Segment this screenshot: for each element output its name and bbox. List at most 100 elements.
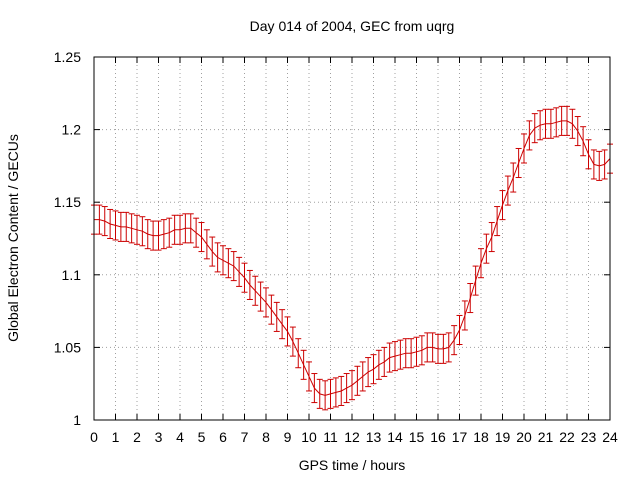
error-bar — [150, 220, 157, 251]
x-tick-label: 8 — [262, 429, 270, 445]
error-bar — [128, 213, 135, 244]
x-tick-label: 13 — [366, 429, 382, 445]
error-bar — [386, 342, 393, 373]
plot-area — [91, 105, 613, 411]
y-tick-label: 1.1 — [62, 267, 82, 283]
error-bar — [155, 220, 162, 251]
x-tick-label: 10 — [301, 429, 317, 445]
error-bar — [526, 120, 533, 151]
error-bar — [445, 332, 452, 363]
error-bar — [343, 373, 350, 404]
error-bar — [112, 210, 119, 241]
error-bar — [381, 346, 388, 377]
error-bar — [440, 333, 447, 364]
error-bar — [123, 211, 130, 242]
error-bar — [392, 341, 398, 372]
error-bar — [451, 325, 458, 356]
error-bar — [198, 222, 205, 253]
grid — [94, 57, 610, 420]
error-bar — [521, 133, 527, 164]
x-tick-label: 22 — [559, 429, 575, 445]
error-bar — [203, 229, 210, 260]
y-axis-label: Global Electron Content / GECUs — [5, 134, 21, 342]
error-bar — [418, 335, 425, 366]
error-bar — [327, 378, 334, 409]
error-bar — [144, 219, 151, 250]
x-tick-label: 4 — [176, 429, 184, 445]
error-bar — [311, 373, 318, 404]
y-tick-label: 1.05 — [54, 339, 81, 355]
error-bar — [187, 213, 194, 244]
error-bar — [558, 105, 565, 136]
error-bar — [408, 338, 415, 369]
error-bar — [585, 139, 592, 170]
error-bar — [354, 365, 361, 396]
error-bar — [456, 314, 463, 345]
error-bar — [134, 214, 140, 245]
error-bar — [515, 147, 522, 179]
error-bar — [537, 110, 544, 141]
y-tick-label: 1.2 — [62, 122, 82, 138]
x-tick-label: 18 — [473, 429, 489, 445]
error-bar — [601, 149, 608, 180]
error-bar — [332, 377, 339, 408]
y-tick-label: 1.15 — [54, 194, 81, 210]
x-tick-label: 5 — [198, 429, 206, 445]
error-bar — [160, 219, 167, 250]
error-bar — [370, 354, 377, 385]
x-tick-label: 20 — [516, 429, 532, 445]
error-bar — [359, 361, 366, 392]
error-bar — [397, 339, 404, 370]
y-tick-label: 1 — [73, 412, 81, 428]
x-tick-label: 1 — [112, 429, 120, 445]
error-bar — [101, 206, 108, 237]
error-bar — [236, 256, 243, 287]
error-bar — [553, 107, 560, 138]
axis-ticks: 0 1 2 3 4 5 6 7 8 9 10 11 12 13 14 15 16 17 18 19 20 21 22 23 24… — [54, 49, 618, 445]
error-bar — [590, 149, 597, 180]
x-tick-label: 9 — [284, 429, 292, 445]
error-bar — [504, 175, 511, 206]
error-bar — [542, 108, 549, 139]
error-bar — [268, 294, 275, 325]
error-bar — [273, 301, 280, 332]
error-bar — [316, 378, 323, 409]
error-bar — [214, 242, 221, 273]
error-bar — [246, 269, 253, 300]
error-bar — [279, 309, 286, 340]
error-bar — [177, 214, 183, 245]
error-bar — [284, 316, 291, 347]
error-bar — [182, 213, 189, 244]
error-bar — [322, 380, 329, 411]
error-bar — [289, 326, 296, 357]
error-bar — [472, 265, 479, 296]
x-tick-label: 15 — [409, 429, 425, 445]
error-bar — [107, 208, 114, 239]
error-bar — [96, 204, 103, 235]
error-bar — [564, 105, 570, 136]
x-tick-label: 14 — [387, 429, 403, 445]
error-bar — [117, 211, 124, 242]
error-bar — [230, 251, 237, 282]
error-bar — [483, 233, 490, 264]
error-bar — [139, 216, 146, 247]
error-bar — [435, 333, 441, 364]
y-tick-label: 1.25 — [54, 49, 81, 65]
error-bar — [510, 162, 517, 193]
error-bar — [225, 248, 232, 279]
error-bar — [193, 217, 200, 248]
error-bar — [252, 275, 259, 306]
error-bar — [580, 126, 587, 157]
x-tick-label: 19 — [495, 429, 511, 445]
error-bar — [171, 214, 178, 245]
error-bar — [499, 190, 506, 221]
error-bar — [402, 338, 409, 369]
error-bar — [531, 113, 538, 144]
error-bar — [429, 332, 436, 363]
x-tick-label: 23 — [581, 429, 597, 445]
x-tick-label: 6 — [219, 429, 227, 445]
error-bar — [300, 349, 307, 380]
error-bar — [467, 283, 474, 314]
